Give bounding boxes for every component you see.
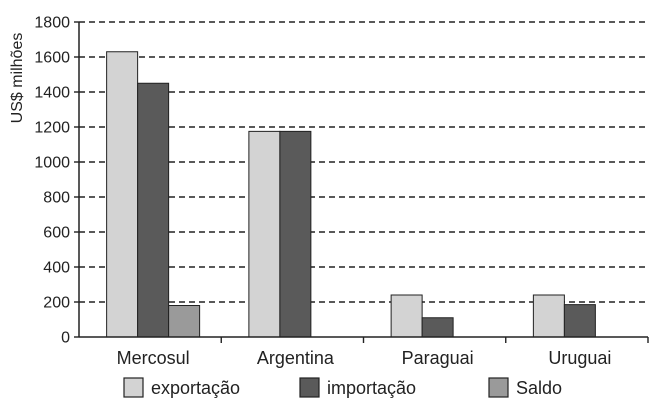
y-tick-label: 400	[43, 260, 70, 277]
x-axis: Mercosul Argentina Paraguai Uruguai	[79, 336, 649, 368]
x-tick-label: Uruguai	[548, 348, 611, 368]
bar-2-1	[421, 317, 454, 338]
x-tick-label: Argentina	[257, 348, 335, 368]
bar-0-0	[106, 51, 139, 338]
y-tick-label: 600	[43, 225, 70, 242]
legend-swatch	[488, 377, 509, 398]
y-tick-label: 800	[43, 190, 70, 207]
bar-1-0	[248, 130, 281, 338]
legend-swatch	[123, 377, 144, 398]
bar-2-0	[390, 294, 423, 338]
bar-1-1	[279, 130, 312, 338]
y-tick-label: 1000	[34, 155, 70, 172]
x-tick-label: Mercosul	[117, 348, 190, 368]
bar-3-1	[563, 304, 596, 338]
gridlines	[79, 21, 648, 303]
legend-label: exportação	[151, 378, 240, 398]
legend-label: Saldo	[516, 378, 562, 398]
y-axis-title: US$ milhões	[9, 33, 26, 124]
bar-3-0	[532, 294, 565, 338]
y-tick-label: 200	[43, 295, 70, 312]
y-tick-label: 1200	[34, 120, 70, 137]
y-tick-label: 1400	[34, 85, 70, 102]
bar-0-2	[168, 305, 201, 338]
bar-0-1	[137, 82, 170, 338]
bars	[106, 51, 596, 338]
legend: exportação importação Saldo	[123, 377, 562, 398]
y-tick-label: 0	[61, 330, 70, 347]
y-tick-label: 1600	[34, 50, 70, 67]
legend-swatch	[299, 377, 320, 398]
y-axis: 0 200 400 600 800 1000 1200 1400 1600 1800	[34, 15, 80, 347]
y-tick-label: 1800	[34, 15, 70, 32]
legend-label: importação	[327, 378, 416, 398]
x-tick-label: Paraguai	[402, 348, 474, 368]
